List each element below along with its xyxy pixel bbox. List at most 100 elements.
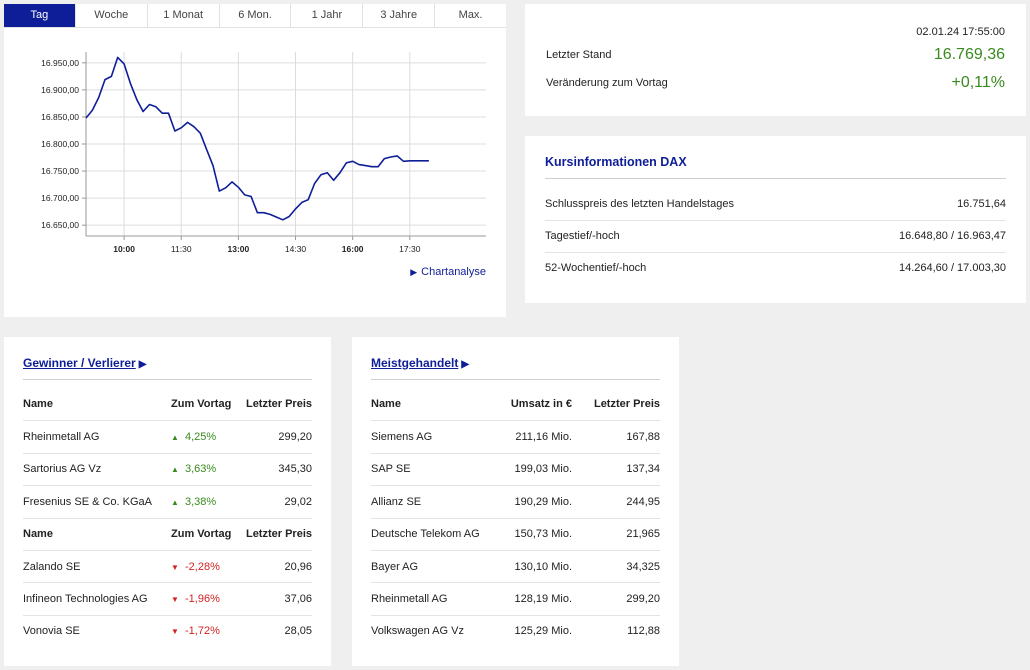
y-tick-label: 16.750,00 [41, 166, 79, 176]
col-change: Zum Vortag [171, 398, 232, 411]
x-tick-label: 11:30 [171, 244, 192, 254]
dax-price-line [85, 56, 429, 221]
stock-name: Rheinmetall AG [23, 431, 100, 444]
stock-volume: 125,29 Mio. [514, 625, 572, 638]
stock-price: 112,88 [627, 625, 660, 638]
most-traded-panel: Meistgehandelt ▶ Name Umsatz in € Letzter… [352, 337, 679, 666]
info-title: Kursinformationen DAX [545, 155, 687, 169]
stock-change: 4,25% [185, 431, 217, 444]
y-tick-label: 16.900,00 [41, 85, 79, 95]
table-row[interactable]: Zalando SE ▼ -2,28% 20,96 [23, 549, 312, 582]
table-row[interactable]: Fresenius SE & Co. KGaA ▲ 3,38% 29,02 [23, 485, 312, 517]
stock-name: Infineon Technologies AG [23, 593, 148, 606]
col-volume: Umsatz in € [510, 398, 572, 411]
x-tick-label: 14:30 [285, 244, 307, 254]
tab-week[interactable]: Woche [76, 4, 148, 27]
info-value: 16.751,64 [957, 198, 1006, 210]
table-row[interactable]: Allianz SE 190,29 Mio. 244,95 [371, 485, 660, 517]
arrow-down-icon: ▼ [171, 627, 179, 637]
x-tick-label: 17:30 [399, 244, 421, 254]
stock-name: Fresenius SE & Co. KGaA [23, 495, 152, 508]
col-name: Name [23, 398, 53, 411]
col-price: Letzter Preis [593, 398, 660, 411]
tab-3-years[interactable]: 3 Jahre [363, 4, 436, 27]
stock-name: Volkswagen AG Vz [371, 625, 464, 638]
info-label: Tagestief/-hoch [545, 230, 620, 242]
table-row[interactable]: Bayer AG 130,10 Mio. 34,325 [371, 549, 660, 582]
table-row[interactable]: Rheinmetall AG 128,19 Mio. 299,20 [371, 582, 660, 614]
table-header: Name Zum Vortag Letzter Preis [23, 517, 312, 550]
info-row: Schlusspreis des letzten Handelstages 16… [545, 198, 1006, 210]
gainers-losers-panel: Gewinner / Verlierer ▶ Name Zum Vortag Le… [4, 337, 331, 666]
last-value: 16.769,36 [933, 46, 1005, 63]
y-tick-label: 16.700,00 [41, 193, 79, 203]
stock-volume: 199,03 Mio. [514, 463, 572, 476]
table-row[interactable]: Volkswagen AG Vz 125,29 Mio. 112,88 [371, 614, 660, 647]
info-label: 52-Wochentief/-hoch [545, 262, 647, 274]
stock-volume: 190,29 Mio. [514, 495, 572, 508]
table-row[interactable]: Sartorius AG Vz ▲ 3,63% 345,30 [23, 452, 312, 485]
tab-1-year[interactable]: 1 Jahr [291, 4, 364, 27]
stock-name: Siemens AG [371, 431, 433, 444]
stock-change: -1,96% [185, 593, 220, 606]
arrow-up-icon: ▲ [171, 465, 179, 475]
info-value: 16.648,80 / 16.963,47 [898, 230, 1006, 242]
title-divider [23, 379, 312, 380]
table-row[interactable]: SAP SE 199,03 Mio. 137,34 [371, 452, 660, 485]
stock-name: Deutsche Telekom AG [371, 528, 480, 541]
stock-price: 137,34 [626, 463, 660, 476]
stock-price: 37,06 [284, 593, 312, 606]
arrow-up-icon: ▲ [171, 497, 179, 507]
tab-day[interactable]: Tag [4, 4, 76, 27]
stock-name: Zalando SE [23, 560, 81, 573]
stock-price: 345,30 [278, 463, 312, 476]
most-traded-table: Name Umsatz in € Letzter Preis Siemens A… [371, 388, 660, 647]
table-row[interactable]: Infineon Technologies AG ▼ -1,96% 37,06 [23, 582, 312, 614]
most-traded-link[interactable]: Meistgehandelt ▶ [371, 356, 469, 370]
table-row[interactable]: Siemens AG 211,16 Mio. 167,88 [371, 420, 660, 452]
stock-price: 28,05 [284, 625, 312, 638]
stock-volume: 130,10 Mio. [514, 560, 572, 573]
price-info-panel: Kursinformationen DAX Schlusspreis des l… [525, 136, 1026, 303]
tab-6-months[interactable]: 6 Mon. [220, 4, 292, 27]
row-divider [545, 220, 1006, 221]
arrow-down-icon: ▼ [171, 562, 179, 572]
stock-name: Allianz SE [371, 495, 422, 508]
col-name: Name [371, 398, 401, 411]
y-tick-label: 16.950,00 [41, 58, 79, 68]
tab-max[interactable]: Max. [458, 9, 483, 21]
chart-panel: Tag Woche 1 Monat 6 Mon. 1 Jahr 3 Jahre … [4, 4, 506, 317]
stock-price: 21,965 [626, 528, 660, 541]
col-change: Zum Vortag [171, 528, 232, 541]
chart-analysis-link[interactable]: ▶ Chartanalyse [410, 266, 486, 278]
table-row[interactable]: Rheinmetall AG ▲ 4,25% 299,20 [23, 420, 312, 452]
stock-price: 299,20 [278, 431, 312, 444]
gainers-losers-link[interactable]: Gewinner / Verlierer ▶ [23, 356, 146, 370]
table-row[interactable]: Deutsche Telekom AG 150,73 Mio. 21,965 [371, 517, 660, 550]
gainers-table: Name Zum Vortag Letzter Preis Rheinmetal… [23, 388, 312, 647]
title-divider [545, 178, 1006, 179]
intraday-chart: 16.950,00 16.900,00 16.850,00 16.800,00 16.7… [41, 52, 486, 254]
table-row[interactable]: Vonovia SE ▼ -1,72% 28,05 [23, 614, 312, 647]
stock-name: Bayer AG [371, 560, 419, 573]
y-tick-label: 16.650,00 [41, 220, 79, 230]
stock-change: -2,28% [185, 560, 220, 573]
table-header: Name Umsatz in € Letzter Preis [371, 388, 660, 420]
y-tick-label: 16.800,00 [41, 139, 79, 149]
x-tick-label: 10:00 [113, 244, 135, 254]
info-label: Schlusspreis des letzten Handelstages [545, 198, 734, 210]
last-value-label: Letzter Stand [546, 49, 612, 61]
row-divider [545, 252, 1006, 253]
info-row: 52-Wochentief/-hoch 14.264,60 / 17.003,3… [545, 262, 1006, 274]
play-triangle-icon: ▶ [461, 359, 470, 370]
gainers-title: Gewinner / Verlierer [23, 356, 136, 370]
stock-volume: 211,16 Mio. [515, 431, 572, 444]
info-value: 14.264,60 / 17.003,30 [898, 262, 1006, 274]
change-value: +0,11% [951, 74, 1005, 91]
play-triangle-icon: ▶ [138, 359, 147, 370]
tab-1-month[interactable]: 1 Monat [148, 4, 220, 27]
stock-price: 244,95 [626, 495, 660, 508]
stock-price: 29,02 [284, 495, 312, 508]
change-label: Veränderung zum Vortag [546, 77, 668, 89]
stock-change: -1,72% [185, 625, 220, 638]
